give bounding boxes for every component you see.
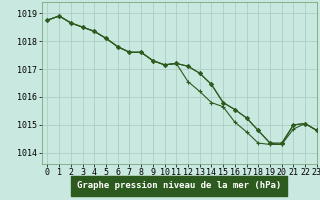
- X-axis label: Graphe pression niveau de la mer (hPa): Graphe pression niveau de la mer (hPa): [77, 181, 281, 190]
